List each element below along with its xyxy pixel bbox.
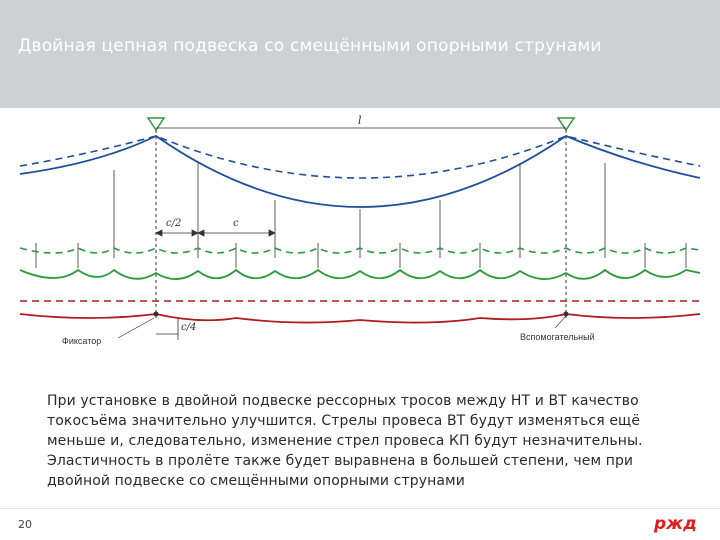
title-bar: Двойная цепная подвеска со смещёнными оп… xyxy=(0,0,720,108)
fixator-leader xyxy=(117,317,155,339)
fixator-dot-right xyxy=(563,311,569,317)
quarter-c-dimension xyxy=(156,318,179,340)
footer-divider xyxy=(0,508,720,509)
slide-body-text: При установке в двойной подвеске рессорн… xyxy=(47,393,643,489)
rzd-logo-text: ржд xyxy=(653,514,697,534)
carrier-dashed xyxy=(19,135,701,179)
fixator-label: Фиксатор xyxy=(62,336,101,346)
droppers xyxy=(35,163,687,268)
c-dimensions xyxy=(155,229,276,237)
auxiliary-leader xyxy=(554,315,567,329)
span-label: l xyxy=(358,114,362,127)
aux-dashed xyxy=(19,247,701,254)
slide-title: Двойная цепная подвеска со смещёнными оп… xyxy=(18,36,602,56)
rzd-logo: ржд xyxy=(653,514,697,534)
fixator-dot-left xyxy=(153,311,159,317)
support-left xyxy=(146,117,166,318)
c-label: c xyxy=(233,218,239,229)
page-number: 20 xyxy=(18,518,32,531)
half-c-label: c/2 xyxy=(166,218,181,229)
aux-solid xyxy=(19,268,701,280)
carrier-solid xyxy=(19,134,701,208)
catenary-diagram: l c/2 c xyxy=(19,114,701,346)
contact-wire-solid xyxy=(19,313,701,324)
support-right xyxy=(556,117,576,318)
quarter-c-label: c/4 xyxy=(181,322,196,333)
auxiliary-label: Вспомогательный xyxy=(520,332,595,342)
